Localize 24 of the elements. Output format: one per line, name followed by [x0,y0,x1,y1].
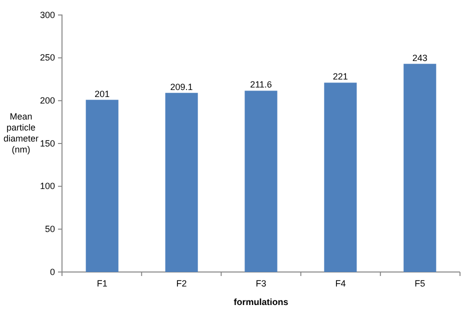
x-axis-title: formulations [234,297,288,307]
y-tick-label: 300 [40,10,55,20]
data-label: 209.1 [170,82,193,92]
data-label: 221 [332,72,348,82]
x-tick-label: F1 [96,278,108,289]
data-label: 211.6 [250,80,272,90]
x-tick-label: F3 [256,278,266,289]
x-tick-label: F4 [335,278,346,289]
y-axis-title: Mean particle diameter (nm) [3,112,39,154]
y-tick-label: 200 [40,96,55,106]
y-tick-label: 50 [44,224,55,234]
y-tick-label: 250 [40,52,55,63]
bar [165,92,198,272]
data-label: 243 [412,52,428,63]
x-tick-label: F2 [176,278,187,289]
bar [244,90,278,272]
y-tick-label: 0 [50,266,55,277]
y-tick-label: 150 [40,138,55,148]
bar [86,100,118,272]
data-label: 201 [94,88,110,99]
bar [324,82,357,272]
y-tick-label: 100 [40,181,55,192]
bar [404,64,436,272]
x-tick-label: F5 [414,278,426,289]
